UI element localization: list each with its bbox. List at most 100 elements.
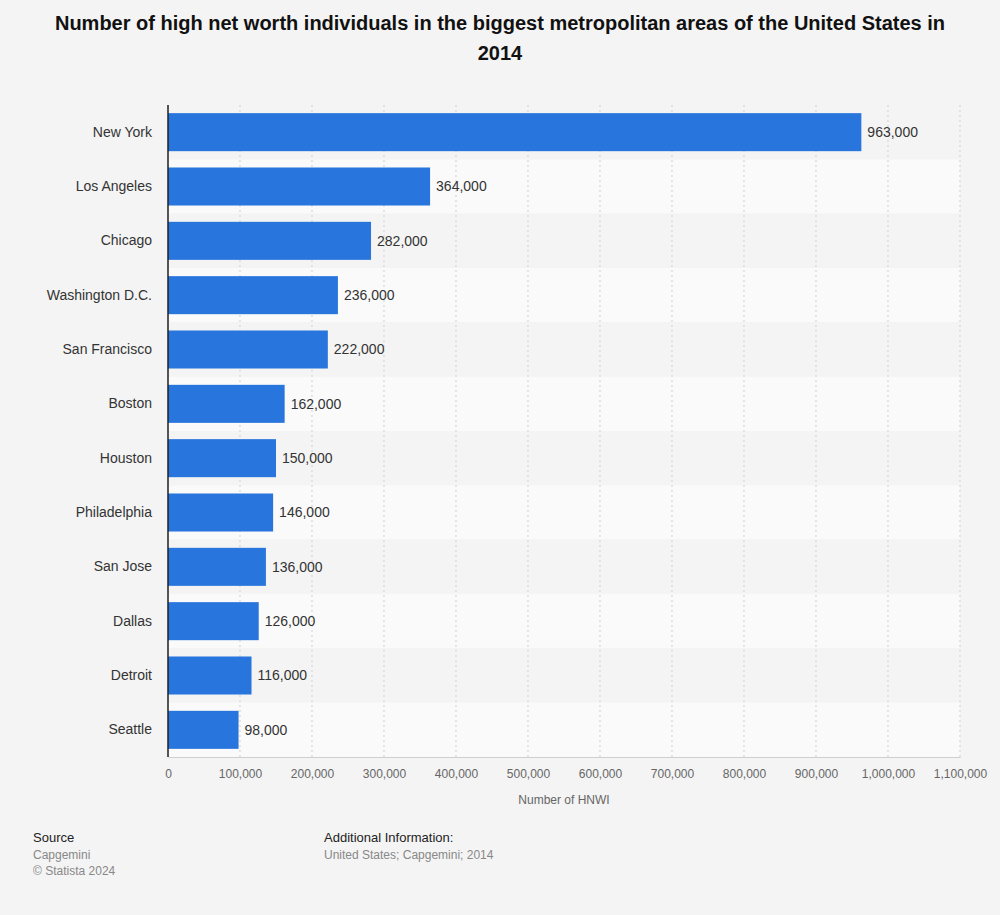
chart: Number of high net worth individuals in …	[0, 0, 1000, 915]
data-label: 126,000	[265, 613, 316, 629]
y-tick: Philadelphia	[76, 504, 168, 520]
y-tick: Houston	[100, 450, 168, 466]
grid-line	[816, 105, 817, 757]
bar	[168, 330, 328, 368]
data-label: 146,000	[279, 504, 330, 520]
grid-line	[600, 105, 601, 757]
data-label: 116,000	[258, 667, 308, 683]
y-tick: New York	[93, 124, 168, 140]
x-tick: 1,100,000	[934, 757, 988, 781]
bar	[168, 439, 276, 477]
x-tick-label: 400,000	[435, 767, 479, 781]
x-tick-label: 300,000	[363, 767, 407, 781]
data-labels: 963,000364,000282,000236,000222,000162,0…	[245, 124, 919, 738]
x-axis: 0100,000200,000300,000400,000500,000600,…	[165, 757, 987, 781]
data-label: 282,000	[377, 233, 428, 249]
x-tick: 300,000	[363, 757, 407, 781]
x-tick-label: 0	[165, 767, 172, 781]
x-tick-label: 800,000	[723, 767, 767, 781]
row-stripe	[168, 648, 960, 702]
y-tick: San Jose	[94, 558, 168, 574]
x-tick: 600,000	[579, 757, 623, 781]
y-tick-label: San Jose	[94, 558, 153, 574]
data-label: 136,000	[272, 559, 323, 575]
x-tick-label: 1,000,000	[862, 767, 916, 781]
y-tick: Boston	[108, 395, 168, 411]
x-tick-label: 1,100,000	[934, 767, 988, 781]
x-tick: 800,000	[723, 757, 767, 781]
y-tick-label: Boston	[108, 395, 152, 411]
row-stripe	[168, 377, 960, 431]
background	[0, 0, 1000, 915]
source-title: Source	[33, 830, 74, 845]
y-tick: Los Angeles	[76, 178, 168, 194]
x-tick: 500,000	[507, 757, 551, 781]
bar	[168, 222, 371, 260]
x-tick: 700,000	[651, 757, 695, 781]
bar	[168, 656, 252, 694]
bars	[168, 113, 861, 749]
copyright: © Statista 2024	[33, 864, 116, 878]
row-stripe	[168, 214, 960, 268]
grid-line	[960, 105, 961, 757]
bar	[168, 548, 266, 586]
source: Capgemini	[33, 848, 90, 862]
data-label: 150,000	[282, 450, 333, 466]
y-tick: Detroit	[111, 667, 168, 683]
y-tick-label: Seattle	[108, 721, 152, 737]
row-stripe	[168, 431, 960, 485]
y-tick-label: Detroit	[111, 667, 152, 683]
row-stripe	[168, 322, 960, 376]
row-stripe	[168, 594, 960, 648]
y-tick: Seattle	[108, 721, 168, 737]
y-axis: New York Los Angeles Chicago Washington D.C…	[47, 105, 168, 757]
bar	[168, 276, 338, 314]
data-label: 236,000	[344, 287, 395, 303]
x-tick: 900,000	[795, 757, 839, 781]
bar	[168, 493, 273, 531]
x-tick-label: 700,000	[651, 767, 695, 781]
additional-info-title: Additional Information:	[324, 830, 453, 845]
y-tick-label: Houston	[100, 450, 152, 466]
x-axis-title: Number of HNWI	[518, 793, 609, 807]
y-tick-label: Washington D.C.	[47, 287, 152, 303]
y-tick-label: New York	[93, 124, 153, 140]
row-stripe	[168, 105, 960, 159]
y-tick-label: Los Angeles	[76, 178, 152, 194]
row-stripe	[168, 268, 960, 322]
grid-line	[456, 105, 457, 757]
row-stripe	[168, 485, 960, 539]
bar	[168, 602, 259, 640]
x-tick-label: 900,000	[795, 767, 839, 781]
grid-line	[744, 105, 745, 757]
grid-line	[672, 105, 673, 757]
bar	[168, 385, 285, 423]
row-stripe	[168, 540, 960, 594]
x-tick-label: 600,000	[579, 767, 623, 781]
bar	[168, 113, 861, 151]
data-label: 222,000	[334, 341, 385, 357]
additional-info: United States; Capgemini; 2014	[324, 848, 494, 862]
grid-line	[528, 105, 529, 757]
x-tick-label: 500,000	[507, 767, 551, 781]
data-label: 963,000	[867, 124, 918, 140]
grid-line	[168, 105, 169, 757]
y-tick-label: Philadelphia	[76, 504, 152, 520]
bar	[168, 167, 430, 205]
grid	[168, 105, 960, 757]
y-tick: Dallas	[113, 613, 168, 629]
y-tick: Chicago	[101, 232, 168, 248]
y-tick-label: Dallas	[113, 613, 152, 629]
row-stripe	[168, 159, 960, 213]
x-tick: 400,000	[435, 757, 479, 781]
row-stripe	[168, 703, 960, 757]
y-axis-line	[167, 105, 169, 757]
x-tick: 0	[165, 757, 172, 781]
y-tick-label: San Francisco	[63, 341, 153, 357]
y-tick: Washington D.C.	[47, 287, 168, 303]
x-tick: 1,000,000	[862, 757, 916, 781]
x-axis-line	[169, 757, 961, 758]
y-tick: San Francisco	[63, 341, 168, 357]
bar	[168, 711, 239, 749]
grid-line	[888, 105, 889, 757]
